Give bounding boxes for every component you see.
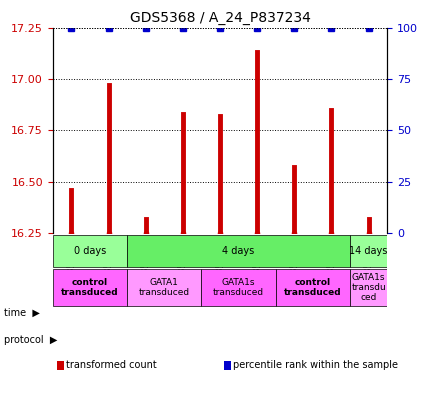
Text: percentile rank within the sample: percentile rank within the sample [233, 360, 398, 371]
Text: control
transduced: control transduced [284, 278, 342, 297]
Bar [276, 28, 313, 233]
Text: time  ▶: time ▶ [4, 307, 40, 318]
Bar [238, 28, 276, 233]
Bar [164, 28, 202, 233]
Text: protocol  ▶: protocol ▶ [4, 335, 58, 345]
Text: 4 days: 4 days [223, 246, 255, 256]
Text: GATA1
transduced: GATA1 transduced [139, 278, 190, 297]
FancyBboxPatch shape [53, 269, 127, 306]
FancyBboxPatch shape [350, 235, 387, 266]
Bar [90, 28, 127, 233]
Text: control
transduced: control transduced [61, 278, 119, 297]
Text: transformed count: transformed count [66, 360, 157, 371]
FancyBboxPatch shape [276, 269, 350, 306]
FancyBboxPatch shape [127, 235, 350, 266]
Bar [127, 28, 164, 233]
Title: GDS5368 / A_24_P837234: GDS5368 / A_24_P837234 [129, 11, 311, 25]
FancyBboxPatch shape [127, 269, 202, 306]
Bar [202, 28, 238, 233]
Text: GATA1s
transdu
ced: GATA1s transdu ced [351, 273, 386, 302]
FancyBboxPatch shape [350, 269, 387, 306]
Text: GATA1s
transduced: GATA1s transduced [213, 278, 264, 297]
Text: 0 days: 0 days [74, 246, 106, 256]
FancyBboxPatch shape [53, 235, 127, 266]
Bar [313, 28, 350, 233]
Bar [53, 28, 90, 233]
Text: 14 days: 14 days [349, 246, 388, 256]
Bar [350, 28, 387, 233]
FancyBboxPatch shape [202, 269, 276, 306]
